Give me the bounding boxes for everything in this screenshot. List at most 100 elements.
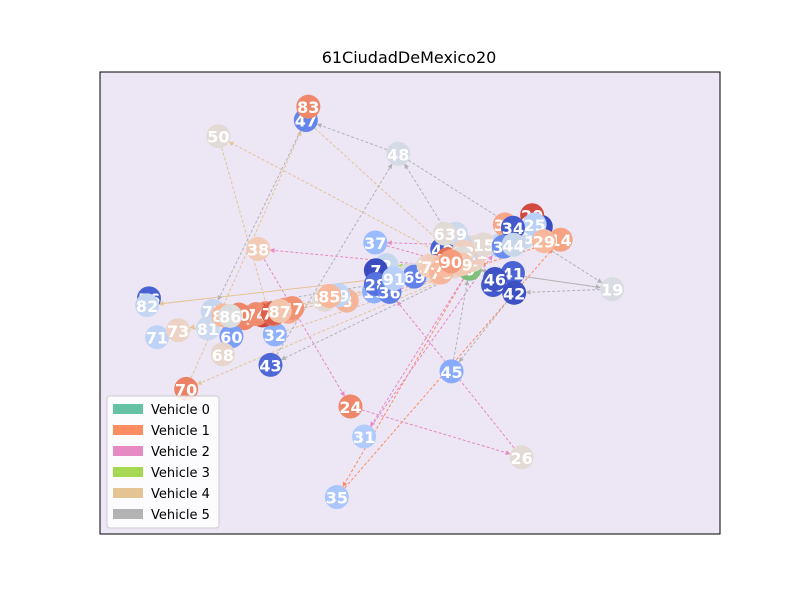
- route-edge: [361, 409, 511, 456]
- node-marker: [267, 298, 292, 323]
- node-marker: [145, 325, 170, 350]
- route-edge: [458, 301, 508, 363]
- route-edge: [276, 163, 393, 355]
- customer-node: 15: [471, 232, 496, 257]
- customer-node: 50: [206, 124, 231, 149]
- node-marker: [509, 445, 534, 470]
- node-marker: [258, 352, 283, 377]
- route-edge: [221, 147, 273, 324]
- node-label: 32: [264, 326, 286, 345]
- customer-node: 44: [501, 232, 526, 257]
- node-label: 71: [146, 329, 168, 348]
- node-label: 48: [387, 145, 409, 164]
- customer-node: 26: [509, 445, 534, 470]
- customer-node: 91: [381, 266, 406, 291]
- customer-node: 37: [363, 230, 388, 255]
- node-label: 83: [297, 98, 319, 117]
- node-label: 68: [212, 346, 234, 365]
- route-edge: [280, 273, 459, 361]
- route-edge: [453, 280, 470, 360]
- customer-node: 45: [439, 359, 464, 384]
- node-marker: [338, 394, 363, 419]
- node-label: 70: [175, 380, 197, 399]
- route-edge: [404, 163, 464, 259]
- node-label: 7: [370, 262, 381, 281]
- customer-node: 63: [432, 221, 457, 246]
- route-edge: [263, 259, 345, 397]
- customer-nodes: 0123456789101112131415161718192021222324…: [135, 94, 625, 510]
- legend-swatch: [113, 446, 143, 456]
- legend-label: Vehicle 0: [151, 403, 210, 418]
- node-marker: [296, 94, 321, 119]
- node-label: 42: [503, 284, 525, 303]
- node-label: 82: [136, 297, 158, 316]
- route-edge: [396, 300, 515, 449]
- node-label: 41: [502, 264, 524, 283]
- node-marker: [438, 249, 463, 274]
- node-label: 26: [510, 449, 532, 468]
- customer-node: 82: [135, 293, 160, 318]
- legend-label: Vehicle 4: [151, 487, 210, 502]
- node-marker: [381, 266, 406, 291]
- node-marker: [246, 236, 271, 261]
- node-label: 15: [473, 236, 495, 255]
- node-marker: [352, 424, 377, 449]
- node-marker: [600, 277, 625, 302]
- customer-node: 42: [502, 280, 527, 305]
- node-marker: [317, 284, 342, 309]
- node-label: 85: [318, 288, 340, 307]
- route-edge: [196, 273, 459, 385]
- customer-node: 60: [219, 324, 244, 349]
- node-label: 31: [353, 428, 375, 447]
- node-label: 45: [440, 363, 462, 382]
- node-label: 87: [269, 302, 291, 321]
- node-label: 43: [259, 356, 281, 375]
- node-label: 91: [383, 270, 405, 289]
- node-label: 60: [220, 328, 242, 347]
- node-label: 44: [502, 236, 524, 255]
- node-label: 90: [440, 253, 462, 272]
- legend-label: Vehicle 5: [151, 508, 210, 523]
- node-label: 73: [167, 322, 189, 341]
- node-label: 81: [197, 320, 219, 339]
- route-edge: [525, 289, 601, 295]
- legend-swatch: [113, 509, 143, 519]
- customer-node: 29: [531, 229, 556, 254]
- route-edge: [408, 159, 603, 284]
- node-label: 50: [207, 128, 229, 147]
- node-label: 29: [533, 233, 555, 252]
- node-label: 63: [434, 225, 456, 244]
- route-edge: [316, 123, 388, 151]
- customer-node: 68: [210, 342, 235, 367]
- customer-node: 24: [338, 394, 363, 419]
- customer-node: 43: [258, 352, 283, 377]
- customer-node: 46: [482, 266, 507, 291]
- customer-node: 38: [246, 236, 271, 261]
- node-marker: [363, 230, 388, 255]
- legend-swatch: [113, 404, 143, 414]
- customer-node: 86: [218, 303, 243, 328]
- route-edge: [344, 248, 554, 489]
- node-marker: [500, 215, 525, 240]
- customer-node: 73: [166, 318, 191, 343]
- node-marker: [218, 303, 243, 328]
- customer-node: 85: [317, 284, 342, 309]
- node-label: 24: [339, 398, 361, 417]
- customer-node: 34: [500, 215, 525, 240]
- node-marker: [439, 359, 464, 384]
- node-marker: [482, 266, 507, 291]
- node-marker: [206, 124, 231, 149]
- legend-label: Vehicle 1: [151, 424, 210, 439]
- route-edge: [314, 127, 462, 262]
- node-marker: [135, 293, 160, 318]
- chart-title: 61CiudadDeMexico20: [322, 48, 497, 67]
- node-marker: [262, 322, 287, 347]
- node-label: 86: [219, 307, 241, 326]
- node-marker: [471, 232, 496, 257]
- node-label: 35: [326, 489, 348, 508]
- node-marker: [432, 221, 457, 246]
- customer-node: 19: [600, 277, 625, 302]
- node-label: 34: [502, 219, 524, 238]
- customer-node: 31: [352, 424, 377, 449]
- node-marker: [174, 376, 199, 401]
